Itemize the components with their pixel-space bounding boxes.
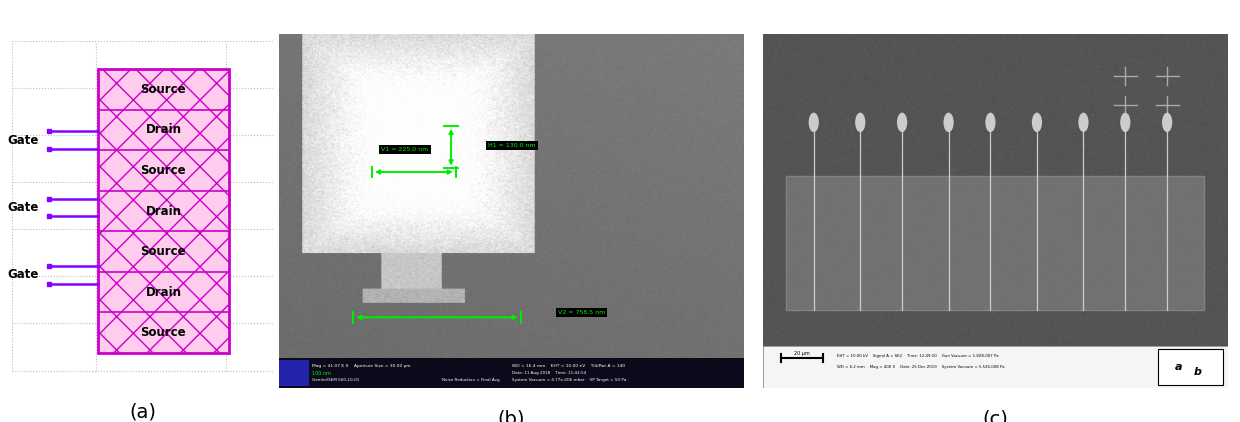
Text: a: a [1176,362,1183,372]
Text: 100 nm: 100 nm [311,371,330,376]
Text: Source: Source [140,83,186,96]
Ellipse shape [1032,113,1042,132]
Bar [763,346,1228,388]
Bar [279,358,744,388]
Ellipse shape [856,113,866,132]
Text: Mag = 41.07 K X    Aperture Size = 30.00 μm: Mag = 41.07 K X Aperture Size = 30.00 μm [311,364,410,368]
Text: Gate: Gate [7,134,38,146]
Text: Source: Source [140,245,186,258]
Bar [786,176,1204,310]
Ellipse shape [1079,113,1089,132]
Text: Noise Reduction = Final Avg: Noise Reduction = Final Avg [441,379,500,382]
Bar [98,69,228,353]
Ellipse shape [1120,113,1131,132]
Text: Date: 11 Aug 2018    Time: 11:43:54: Date: 11 Aug 2018 Time: 11:43:54 [511,371,585,375]
Text: V1 = 225.0 nm: V1 = 225.0 nm [382,147,429,152]
Text: Source: Source [140,164,186,177]
Ellipse shape [808,113,818,132]
Text: Source: Source [140,326,186,339]
Text: Drain: Drain [145,124,181,136]
Bar [279,360,309,387]
Text: (b): (b) [497,409,526,422]
Text: H1 = 130.0 nm: H1 = 130.0 nm [489,143,536,148]
Ellipse shape [944,113,954,132]
Ellipse shape [986,113,996,132]
Text: (a): (a) [129,403,156,422]
Text: WD = 16.4 mm    EHT = 10.00 eV    Tilt/Rot A = 140: WD = 16.4 mm EHT = 10.00 eV Tilt/Rot A =… [511,364,625,368]
Ellipse shape [897,113,908,132]
Text: V2 = 758.5 nm: V2 = 758.5 nm [558,310,605,315]
Text: Gemini/SEM 500-10-01: Gemini/SEM 500-10-01 [311,379,358,382]
Bar [1158,349,1223,385]
Text: b: b [1193,367,1202,377]
Text: (c): (c) [982,409,1008,422]
Text: Drain: Drain [145,286,181,298]
Text: Gate: Gate [7,201,38,214]
Ellipse shape [1162,113,1172,132]
Text: EHT = 10.00 kV    Signal A = SE2    Time: 12:49:10    Gun Vacuum = 1.828-007 Pa: EHT = 10.00 kV Signal A = SE2 Time: 12:4… [837,354,998,358]
Text: 20 μm: 20 μm [795,352,810,356]
Text: System Vacuum = 4.77e-006 mbar    VP Target = 50 Pa: System Vacuum = 4.77e-006 mbar VP Target… [511,379,626,382]
Text: WD = 6.2 mm    Mag = 400 X    Date: 25 Dec 2019    System Vacuum = 5.526-008 Pa: WD = 6.2 mm Mag = 400 X Date: 25 Dec 201… [837,365,1004,369]
Text: Drain: Drain [145,205,181,217]
Text: Gate: Gate [7,268,38,281]
